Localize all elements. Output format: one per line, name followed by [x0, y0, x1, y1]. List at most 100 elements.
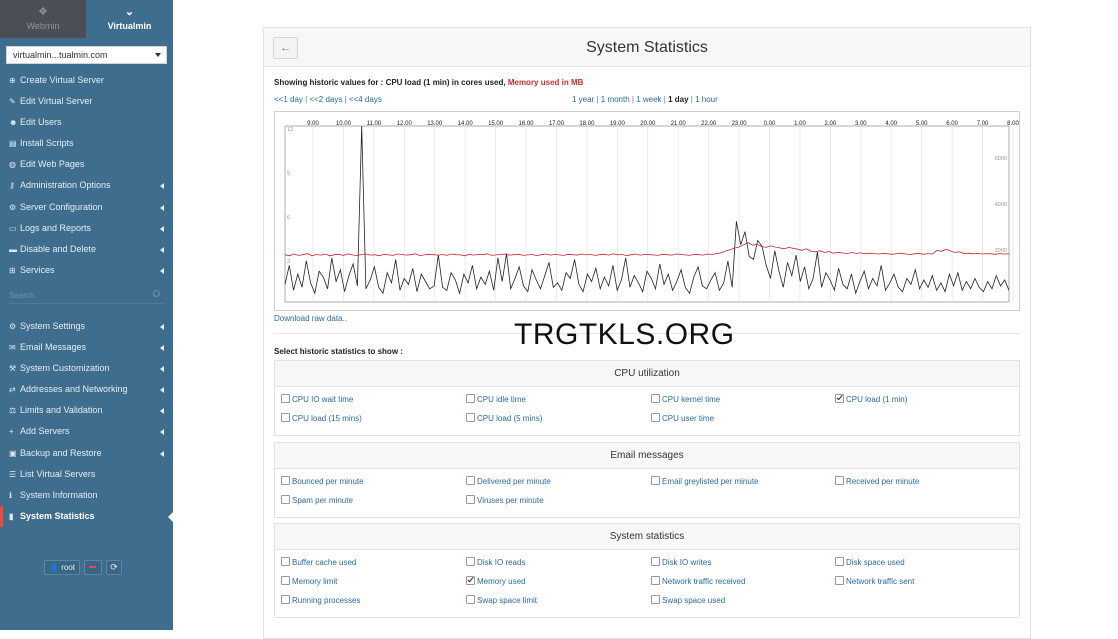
divider — [274, 333, 1020, 334]
stat-option[interactable]: Disk IO reads — [466, 557, 525, 567]
sidebar-item-list-virtual-servers[interactable]: ☰ List Virtual Servers — [0, 464, 173, 485]
sidebar-item-add-servers[interactable]: + Add Servers — [0, 421, 173, 442]
sidebar-item-disable-and-delete[interactable]: ▬ Disable and Delete — [0, 239, 173, 260]
sidebar-item-system-customization[interactable]: ⚒ System Customization — [0, 358, 173, 379]
stat-option[interactable]: Disk IO writes — [651, 557, 711, 567]
sidebar-item-label: List Virtual Servers — [20, 468, 96, 479]
stat-option[interactable]: Delivered per minute — [466, 476, 551, 486]
stat-option[interactable]: Memory limit — [281, 576, 337, 586]
stat-checkbox[interactable] — [651, 595, 660, 605]
sidebar-item-system-statistics[interactable]: ▮ System Statistics — [0, 505, 173, 527]
stat-checkbox[interactable] — [835, 557, 844, 567]
stat-option[interactable]: CPU kernel time — [651, 394, 720, 404]
stat-option[interactable]: Swap space limit — [466, 595, 537, 605]
stat-checkbox[interactable] — [835, 394, 844, 404]
stat-checkbox[interactable] — [281, 557, 290, 567]
stat-option[interactable]: CPU load (5 mins) — [466, 413, 542, 423]
time-navigation: <<1 day | <<2 days | <<4 days 1 year | 1… — [274, 95, 1020, 105]
nav-range-link[interactable]: 1 month — [600, 95, 630, 104]
sidebar-item-edit-virtual-server[interactable]: ✎ Edit Virtual Server — [0, 91, 173, 112]
sidebar-item-install-scripts[interactable]: ▤ Install Scripts — [0, 133, 173, 154]
showing-memory: Memory used in MB — [507, 78, 584, 87]
product-switcher: ❖ Webmin ⌄ Virtualmin — [0, 0, 173, 38]
stat-checkbox[interactable] — [281, 413, 290, 423]
stat-option[interactable]: Swap space used — [651, 595, 725, 605]
stat-option[interactable]: CPU load (15 mins) — [281, 413, 362, 423]
stat-option[interactable]: Memory used — [466, 576, 525, 586]
stat-checkbox[interactable] — [835, 576, 844, 586]
stat-option[interactable]: CPU idle time — [466, 394, 526, 404]
stat-option[interactable]: Viruses per minute — [466, 495, 544, 505]
nav-back-link[interactable]: <<1 day — [274, 95, 303, 104]
stat-option[interactable]: Running processes — [281, 595, 360, 605]
sidebar-item-services[interactable]: ⊞ Services — [0, 260, 173, 281]
stat-checkbox[interactable] — [466, 394, 475, 404]
stat-checkbox[interactable] — [466, 495, 475, 505]
stat-option[interactable]: Buffer cache used — [281, 557, 356, 567]
stat-option[interactable]: Spam per minute — [281, 495, 353, 505]
sidebar-item-system-settings[interactable]: ⚙ System Settings — [0, 316, 173, 337]
nav-range-link[interactable]: 1 year — [572, 95, 595, 104]
stat-checkbox[interactable] — [466, 557, 475, 567]
globe-icon: ◍ — [9, 160, 16, 170]
sidebar-item-email-messages[interactable]: ✉ Email Messages — [0, 337, 173, 358]
stat-checkbox[interactable] — [466, 576, 475, 586]
stat-option[interactable]: CPU IO wait time — [281, 394, 354, 404]
domain-select[interactable]: virtualmin...tualmin.com — [6, 46, 167, 64]
sidebar-item-limits-and-validation[interactable]: ⚖ Limits and Validation — [0, 400, 173, 421]
tab-webmin[interactable]: ❖ Webmin — [0, 0, 86, 38]
stat-option-label: Delivered per minute — [477, 477, 551, 486]
sidebar-search[interactable]: Search — [9, 289, 164, 304]
stat-checkbox[interactable] — [281, 576, 290, 586]
y-right-tick-label: 4000 — [995, 202, 1007, 208]
stat-checkbox[interactable] — [281, 595, 290, 605]
separator: | — [342, 95, 349, 104]
nav-back-link[interactable]: <<2 days — [309, 95, 343, 104]
section-body: Buffer cache used Disk IO reads Disk IO wr… — [275, 550, 1019, 617]
back-button[interactable]: ← — [273, 37, 298, 59]
stat-option-label: Viruses per minute — [477, 496, 544, 505]
y-left-tick-label: 9 — [287, 171, 290, 177]
stat-checkbox[interactable] — [466, 413, 475, 423]
tab-virtualmin[interactable]: ⌄ Virtualmin — [86, 0, 173, 38]
stat-checkbox[interactable] — [651, 413, 660, 423]
stat-checkbox[interactable] — [466, 595, 475, 605]
stat-option-label: CPU IO wait time — [292, 395, 354, 404]
sidebar-item-administration-options[interactable]: ⚷ Administration Options — [0, 175, 173, 196]
stat-checkbox[interactable] — [281, 495, 290, 505]
sidebar-item-addresses-and-networking[interactable]: ⇄ Addresses and Networking — [0, 379, 173, 400]
user-button[interactable]: 👤 root — [44, 560, 80, 575]
stat-option[interactable]: Network traffic sent — [835, 576, 914, 586]
refresh-button[interactable]: ⟳ — [106, 560, 122, 575]
sidebar-item-edit-users[interactable]: ☻ Edit Users — [0, 112, 173, 133]
stat-checkbox[interactable] — [651, 557, 660, 567]
stat-option[interactable]: CPU load (1 min) — [835, 394, 907, 404]
nav-back-link[interactable]: <<4 days — [348, 95, 382, 104]
logout-button[interactable] — [84, 560, 102, 575]
sidebar-item-logs-and-reports[interactable]: ▭ Logs and Reports — [0, 218, 173, 239]
stat-checkbox[interactable] — [281, 394, 290, 404]
nav-range-link[interactable]: 1 week — [636, 95, 662, 104]
download-raw-link[interactable]: Download raw data.. — [274, 314, 347, 323]
sidebar-item-system-information[interactable]: ℹ System Information — [0, 485, 173, 506]
stat-checkbox[interactable] — [651, 476, 660, 486]
stat-checkbox[interactable] — [281, 476, 290, 486]
stat-option[interactable]: Disk space used — [835, 557, 905, 567]
showing-prefix: Showing historic values for : CPU load (… — [274, 78, 506, 87]
stat-checkbox[interactable] — [651, 394, 660, 404]
sidebar-item-create-virtual-server[interactable]: ⊕ Create Virtual Server — [0, 70, 173, 91]
sidebar-item-edit-web-pages[interactable]: ◍ Edit Web Pages — [0, 154, 173, 175]
stat-checkbox[interactable] — [835, 476, 844, 486]
list-icon: ☰ — [9, 469, 17, 479]
stat-option[interactable]: CPU user time — [651, 413, 714, 423]
stat-option[interactable]: Email greylisted per minute — [651, 476, 758, 486]
stat-checkbox[interactable] — [466, 476, 475, 486]
stat-option[interactable]: Bounced per minute — [281, 476, 364, 486]
stat-option[interactable]: Received per minute — [835, 476, 919, 486]
webmin-icon: ❖ — [38, 6, 48, 18]
sidebar-item-server-configuration[interactable]: ⚙ Server Configuration — [0, 197, 173, 218]
nav-range-link[interactable]: 1 hour — [695, 95, 718, 104]
stat-option[interactable]: Network traffic received — [651, 576, 745, 586]
sidebar-item-backup-and-restore[interactable]: ▣ Backup and Restore — [0, 443, 173, 464]
stat-checkbox[interactable] — [651, 576, 660, 586]
